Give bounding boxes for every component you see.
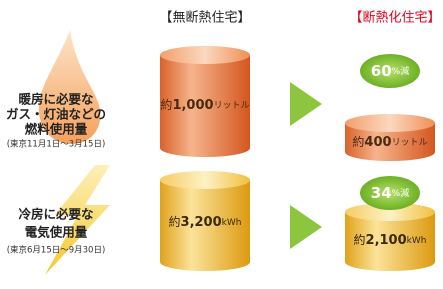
prefix: 約 <box>354 232 366 247</box>
row-label: 暖房に必要な <box>18 92 93 107</box>
amount: 400 <box>364 135 391 150</box>
row-label: 電気使用量 <box>25 225 88 240</box>
reduction-unit: %減 <box>392 187 410 199</box>
row-period: (東京6月15日〜9月30日) <box>7 245 106 256</box>
unit: kWh <box>222 218 242 228</box>
reduction-amount: 34 <box>371 184 392 202</box>
unit: リットル <box>214 101 250 111</box>
arrow <box>290 82 322 126</box>
reduction-amount: 60 <box>371 62 392 80</box>
header-after: 【断熱化住宅】 <box>349 11 440 26</box>
amount: 3,200 <box>181 215 222 230</box>
unit: リットル <box>392 138 428 148</box>
prefix: 約 <box>169 214 181 229</box>
row-label: 冷房に必要な <box>18 207 93 222</box>
amount: 2,100 <box>366 233 407 248</box>
row-label: ガス・灯油などの <box>6 107 106 122</box>
amount: 1,000 <box>172 98 213 113</box>
unit: kWh <box>407 236 427 246</box>
reduction-unit: %減 <box>392 65 410 77</box>
header-before: 【無断熱住宅】 <box>159 11 250 26</box>
arrow <box>290 205 322 249</box>
prefix: 約 <box>160 97 172 112</box>
row-period: (東京11月1日〜3月15日) <box>7 139 106 150</box>
infographic: 【無断熱住宅】 【断熱化住宅】 暖房に必要なガス・灯油などの燃料使用量 (東京11… <box>0 0 443 289</box>
prefix: 約 <box>352 134 364 149</box>
row-label: 燃料使用量 <box>25 122 88 137</box>
